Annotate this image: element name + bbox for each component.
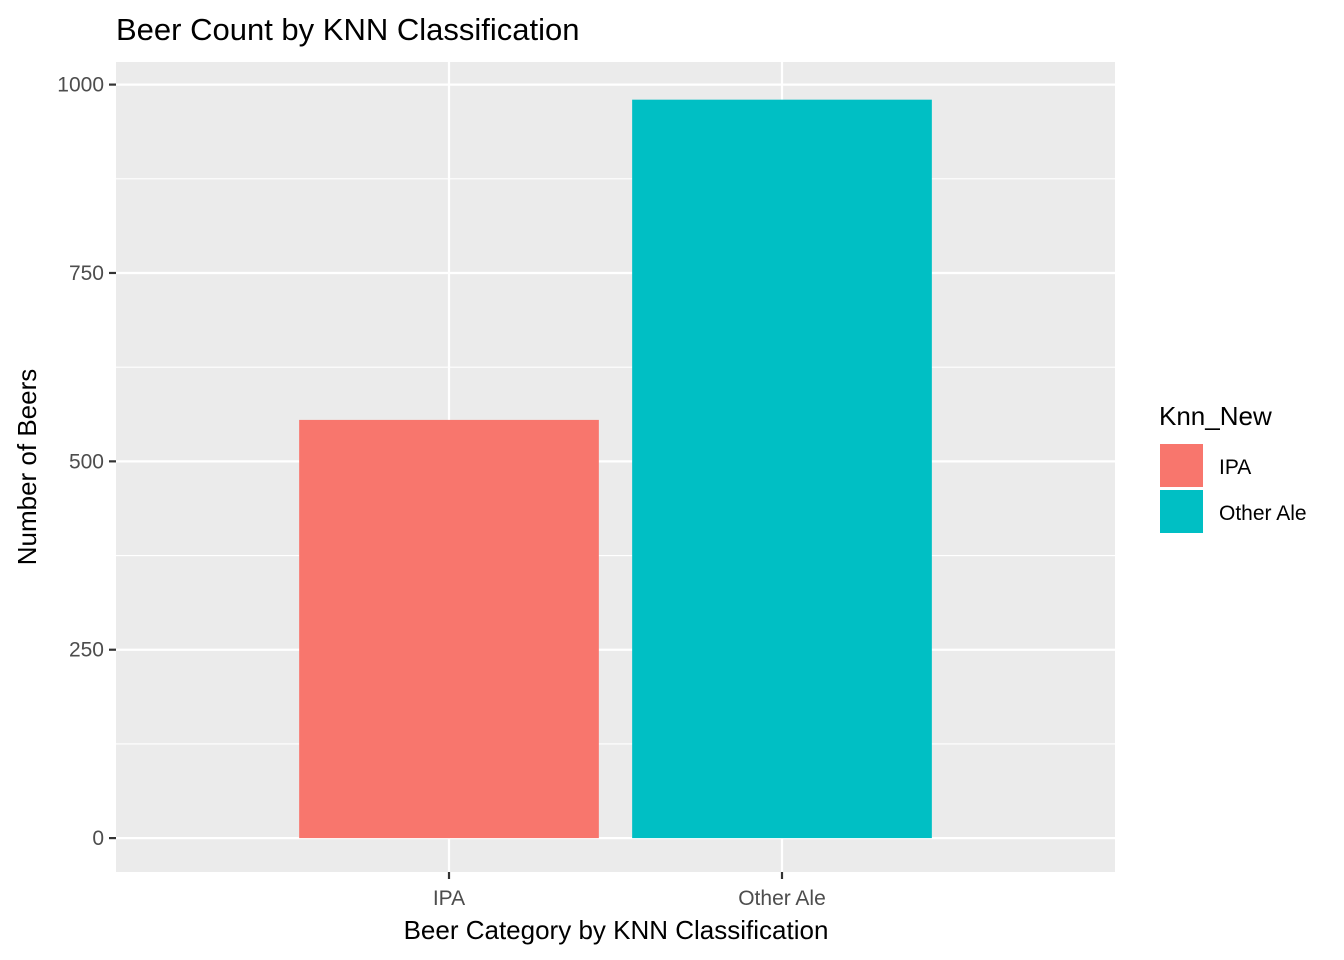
- x-axis-title: Beer Category by KNN Classification: [404, 915, 829, 945]
- x-tick-label: Other Ale: [738, 887, 826, 910]
- legend-swatch: [1160, 490, 1203, 533]
- legend: Knn_New IPA Other Ale: [1159, 401, 1307, 533]
- legend-label: IPA: [1219, 456, 1251, 479]
- chart-title: Beer Count by KNN Classification: [116, 12, 579, 47]
- plot-panel: [116, 62, 1115, 872]
- y-tick-label: 500: [69, 450, 104, 473]
- legend-swatch: [1160, 444, 1203, 487]
- y-tick-label: 250: [69, 639, 104, 662]
- y-axis-title: Number of Beers: [12, 369, 42, 566]
- legend-items: IPA Other Ale: [1160, 444, 1307, 533]
- y-tick-label: 750: [69, 262, 104, 285]
- y-tick-label: 1000: [57, 74, 104, 97]
- bars: [299, 99, 932, 839]
- bar-ipa: [299, 419, 599, 839]
- bar-other-ale: [632, 99, 932, 839]
- y-axis: 0 250 500 750 1000: [57, 74, 116, 850]
- x-axis: IPA Other Ale: [433, 872, 826, 910]
- legend-label: Other Ale: [1219, 502, 1307, 525]
- x-tick-label: IPA: [433, 887, 465, 910]
- legend-title: Knn_New: [1159, 401, 1272, 431]
- y-tick-label: 0: [92, 827, 104, 850]
